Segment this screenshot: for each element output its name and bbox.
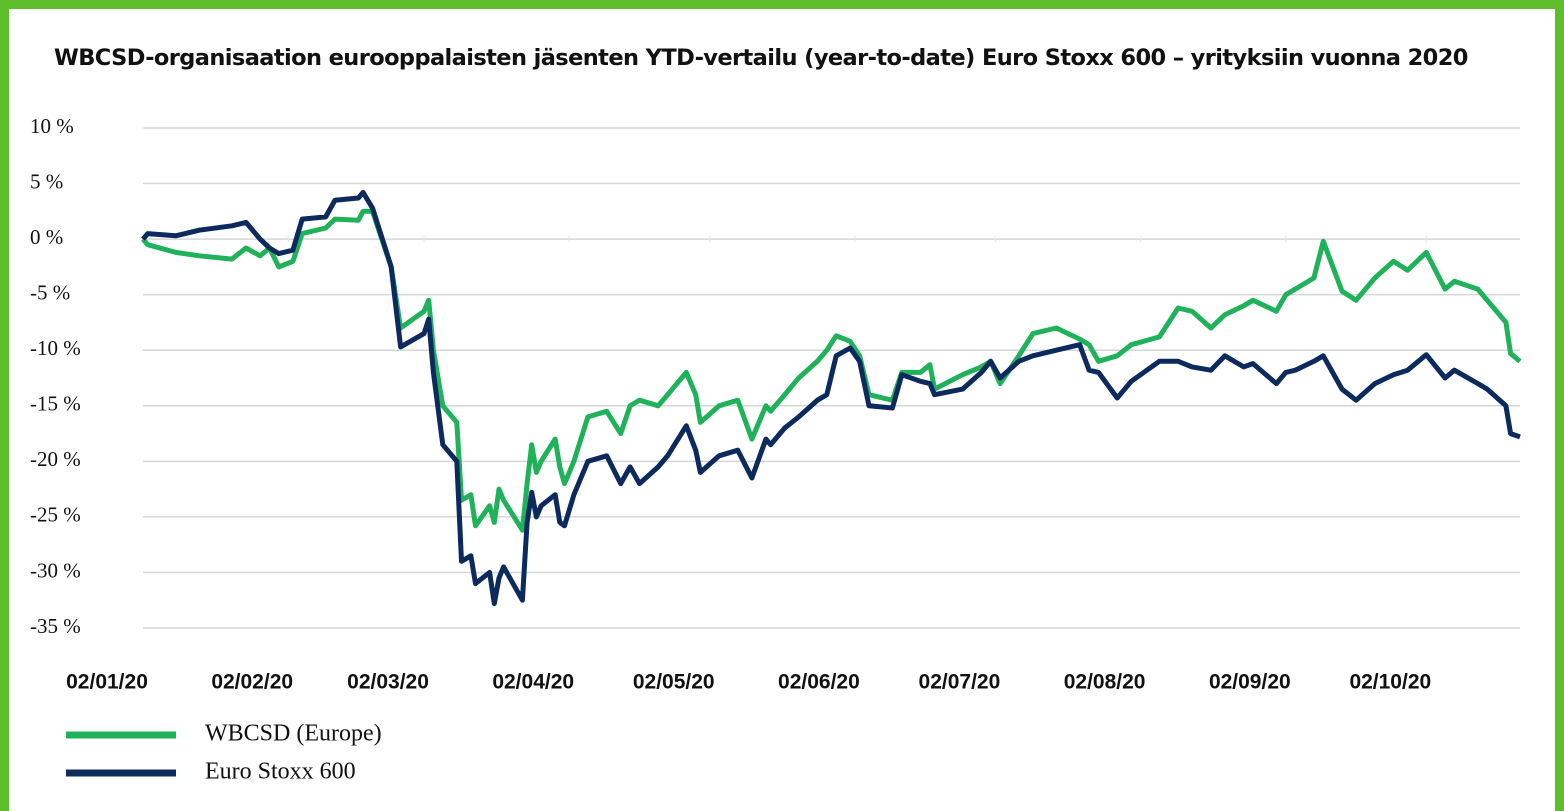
x-tick-label: 02/02/20 [211,671,293,694]
legend-label: Euro Stoxx 600 [205,759,356,785]
y-tick-label: -5 % [30,280,70,304]
x-tick-label: 02/06/20 [778,671,860,694]
x-tick-label: 02/03/20 [347,671,429,694]
x-tick-label: 02/05/20 [633,671,715,694]
y-tick-label: 0 % [30,225,63,249]
y-tick-label: 5 % [30,169,63,193]
x-tick-label: 02/01/20 [66,671,148,694]
x-tick-label: 02/08/20 [1064,671,1146,694]
legend-label: WBCSD (Europe) [205,721,382,747]
series-line [141,208,1522,533]
y-tick-label: -25 % [30,503,81,527]
y-tick-label: -35 % [30,614,81,638]
y-tick-label: -20 % [30,447,81,471]
x-tick-label: 02/04/20 [492,671,574,694]
y-tick-label: -10 % [30,336,81,360]
x-tick-label: 02/10/20 [1349,671,1431,694]
y-tick-label: -30 % [30,558,81,582]
y-tick-label: -15 % [30,392,81,416]
series-line [141,189,1521,607]
chart-title: WBCSD-organisaation eurooppalaisten jäse… [54,45,1468,71]
x-tick-label: 02/07/20 [919,671,1001,694]
x-tick-label: 02/09/20 [1209,671,1291,694]
y-tick-label: 10 % [30,114,74,138]
